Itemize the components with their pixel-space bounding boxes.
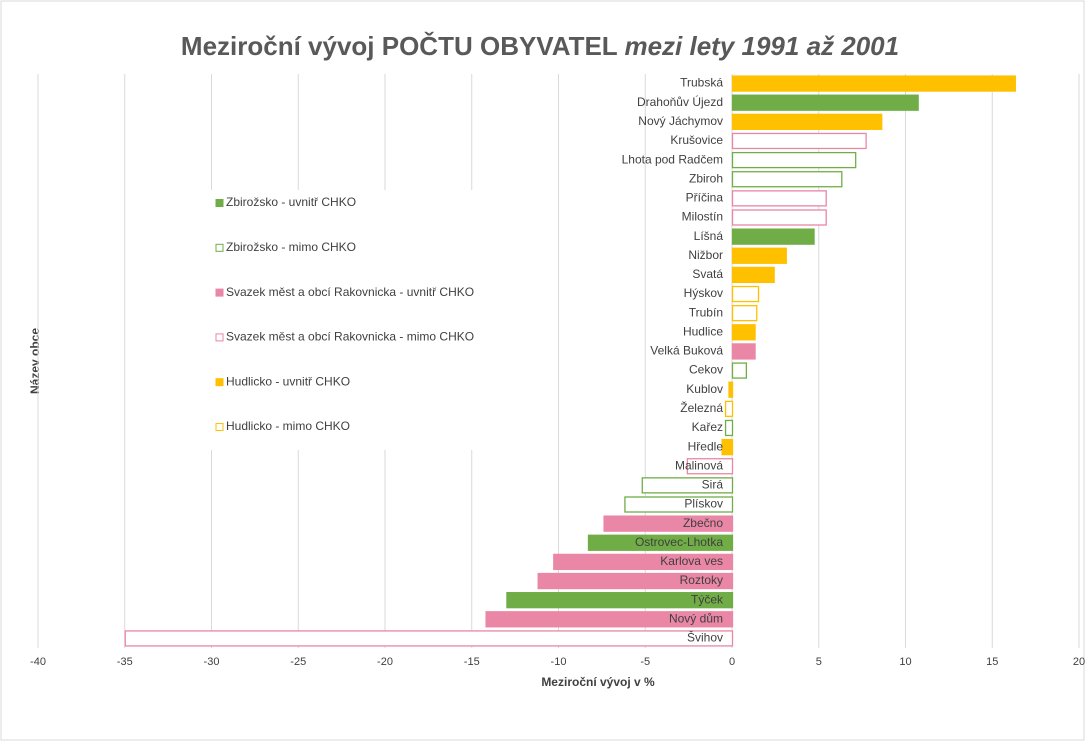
x-tick-label: -40 [30,656,46,668]
y-tick-label: Příčina [686,191,724,205]
y-tick-label: Hředle [688,439,724,453]
x-tick-label: -15 [464,656,480,668]
y-tick-label: Trubín [689,305,723,319]
y-tick-label: Trubská [680,76,723,90]
bar [724,400,734,417]
legend-marker [215,333,224,342]
legend-label: Hudlicko - uvnitř CHKO [226,374,350,388]
legend-background [205,190,505,450]
legend-marker [215,199,224,207]
y-tick-label: Kařez [692,420,723,434]
y-tick-label: Cekov [689,363,723,377]
bar [731,209,827,226]
bar [731,113,883,130]
bar [731,75,1016,92]
y-tick-label: Karlova ves [660,554,723,568]
y-tick-label: Nižbor [688,248,723,262]
bar [124,630,734,647]
y-tick-label: Týček [691,592,724,606]
bar [731,305,758,322]
y-tick-label: Švihov [687,630,723,645]
bar [603,515,734,532]
x-tick-label: -5 [640,656,650,668]
y-tick-label: Ostrovec-Lhotka [635,535,723,549]
bar [731,285,760,303]
x-tick-label: 10 [899,656,911,668]
y-tick-label: Milostín [682,210,723,224]
bar [731,266,775,284]
legend-label: Svazek měst a obcí Rakovnicka - mimo CHK… [226,330,474,344]
legend-label: Zbirožsko - uvnitř CHKO [226,195,356,209]
y-axis-label: Název obce [28,328,42,394]
chart-title: Meziroční vývoj POČTU OBYVATEL mezi lety… [181,31,899,61]
y-tick-label: Velká Buková [650,344,723,358]
x-tick-label: -20 [377,656,393,668]
legend-marker [215,288,224,297]
y-tick-label: Hýskov [684,286,723,300]
bar [641,477,734,494]
y-tick-label: Hudlice [683,324,723,338]
x-tick-label: -30 [204,656,220,668]
y-tick-label: Líšná [694,229,724,243]
y-tick-label: Kublov [686,382,723,396]
legend-marker [215,378,224,387]
y-tick-label: Zbiroh [689,171,723,185]
bar [731,151,857,169]
y-tick-label: Drahoňův Újezd [637,94,723,109]
y-tick-label: Lhota pod Radčem [622,152,723,166]
y-tick-label: Svatá [692,267,723,281]
bar [731,171,843,188]
bar [731,190,827,207]
legend-label: Zbirožsko - mimo CHKO [226,240,356,254]
bar [537,572,734,590]
y-tick-label: Nový Jáchymov [638,114,723,128]
y-tick-label: Plískov [684,497,723,511]
y-tick-label: Krušovice [670,133,723,147]
x-tick-label: -25 [290,656,306,668]
y-tick-label: Roztoky [680,573,723,587]
y-tick-label: Zbečno [683,516,723,530]
bar [731,247,787,264]
bar [728,381,734,398]
x-tick-label: 0 [729,656,735,668]
legend-label: Svazek měst a obcí Rakovnicka - uvnitř C… [226,285,474,299]
x-tick-label: -10 [551,656,567,668]
bar [587,534,734,551]
bar [721,438,734,456]
bar [731,94,919,111]
bar [731,324,756,341]
bar [506,592,734,609]
bar [724,419,734,437]
legend-label: Hudlicko - mimo CHKO [226,419,350,433]
bar [553,553,734,571]
y-tick-label: Sirá [702,478,724,492]
bar [485,611,734,628]
bar [731,132,867,150]
x-axis-label: Meziroční vývoj v % [541,675,655,689]
bar [624,496,734,513]
x-tick-label: 20 [1073,656,1085,668]
legend-marker [215,423,224,431]
bar [731,362,748,379]
x-tick-label: 5 [816,656,822,668]
legend-marker [215,243,224,252]
y-tick-label: Nový dům [669,611,723,625]
x-tick-label: -35 [117,656,133,668]
x-tick-label: 15 [986,656,998,668]
y-tick-label: Malinová [675,458,723,472]
y-tick-label: Železná [680,400,723,415]
bar [731,228,815,245]
bar [686,458,734,475]
bar [731,343,756,360]
